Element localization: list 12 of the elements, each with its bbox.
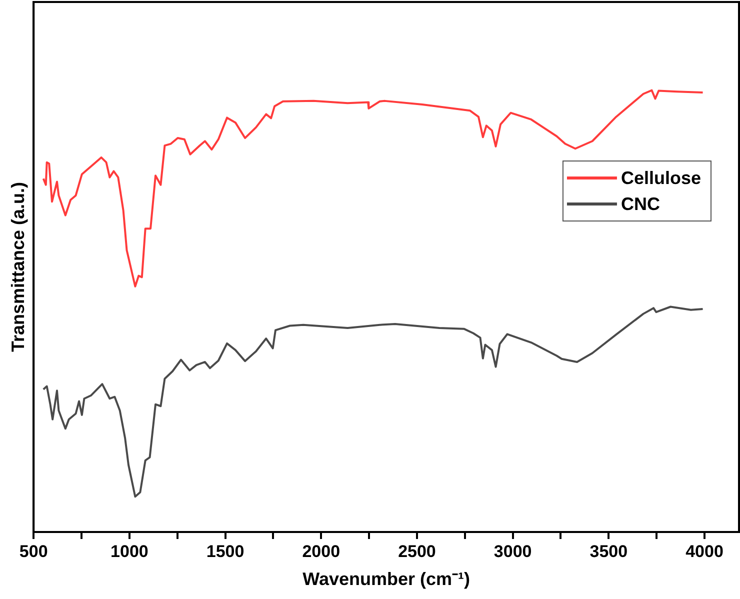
x-tick-label: 3000 <box>494 542 532 561</box>
x-axis-title: Wavenumber (cm⁻¹) <box>302 569 470 590</box>
x-tick-label: 3500 <box>590 542 628 561</box>
x-tick-label: 2500 <box>398 542 436 561</box>
y-axis-title: Transmittance (a.u.) <box>8 182 28 352</box>
x-tick-label: 1000 <box>110 542 148 561</box>
legend-label: Cellulose <box>620 168 702 188</box>
x-tick-label: 500 <box>19 542 48 561</box>
x-tick-label: 4000 <box>686 542 724 561</box>
x-tick-label: 1500 <box>206 542 244 561</box>
legend-label: CNC <box>620 194 660 214</box>
x-tick-label: 2000 <box>302 542 340 561</box>
